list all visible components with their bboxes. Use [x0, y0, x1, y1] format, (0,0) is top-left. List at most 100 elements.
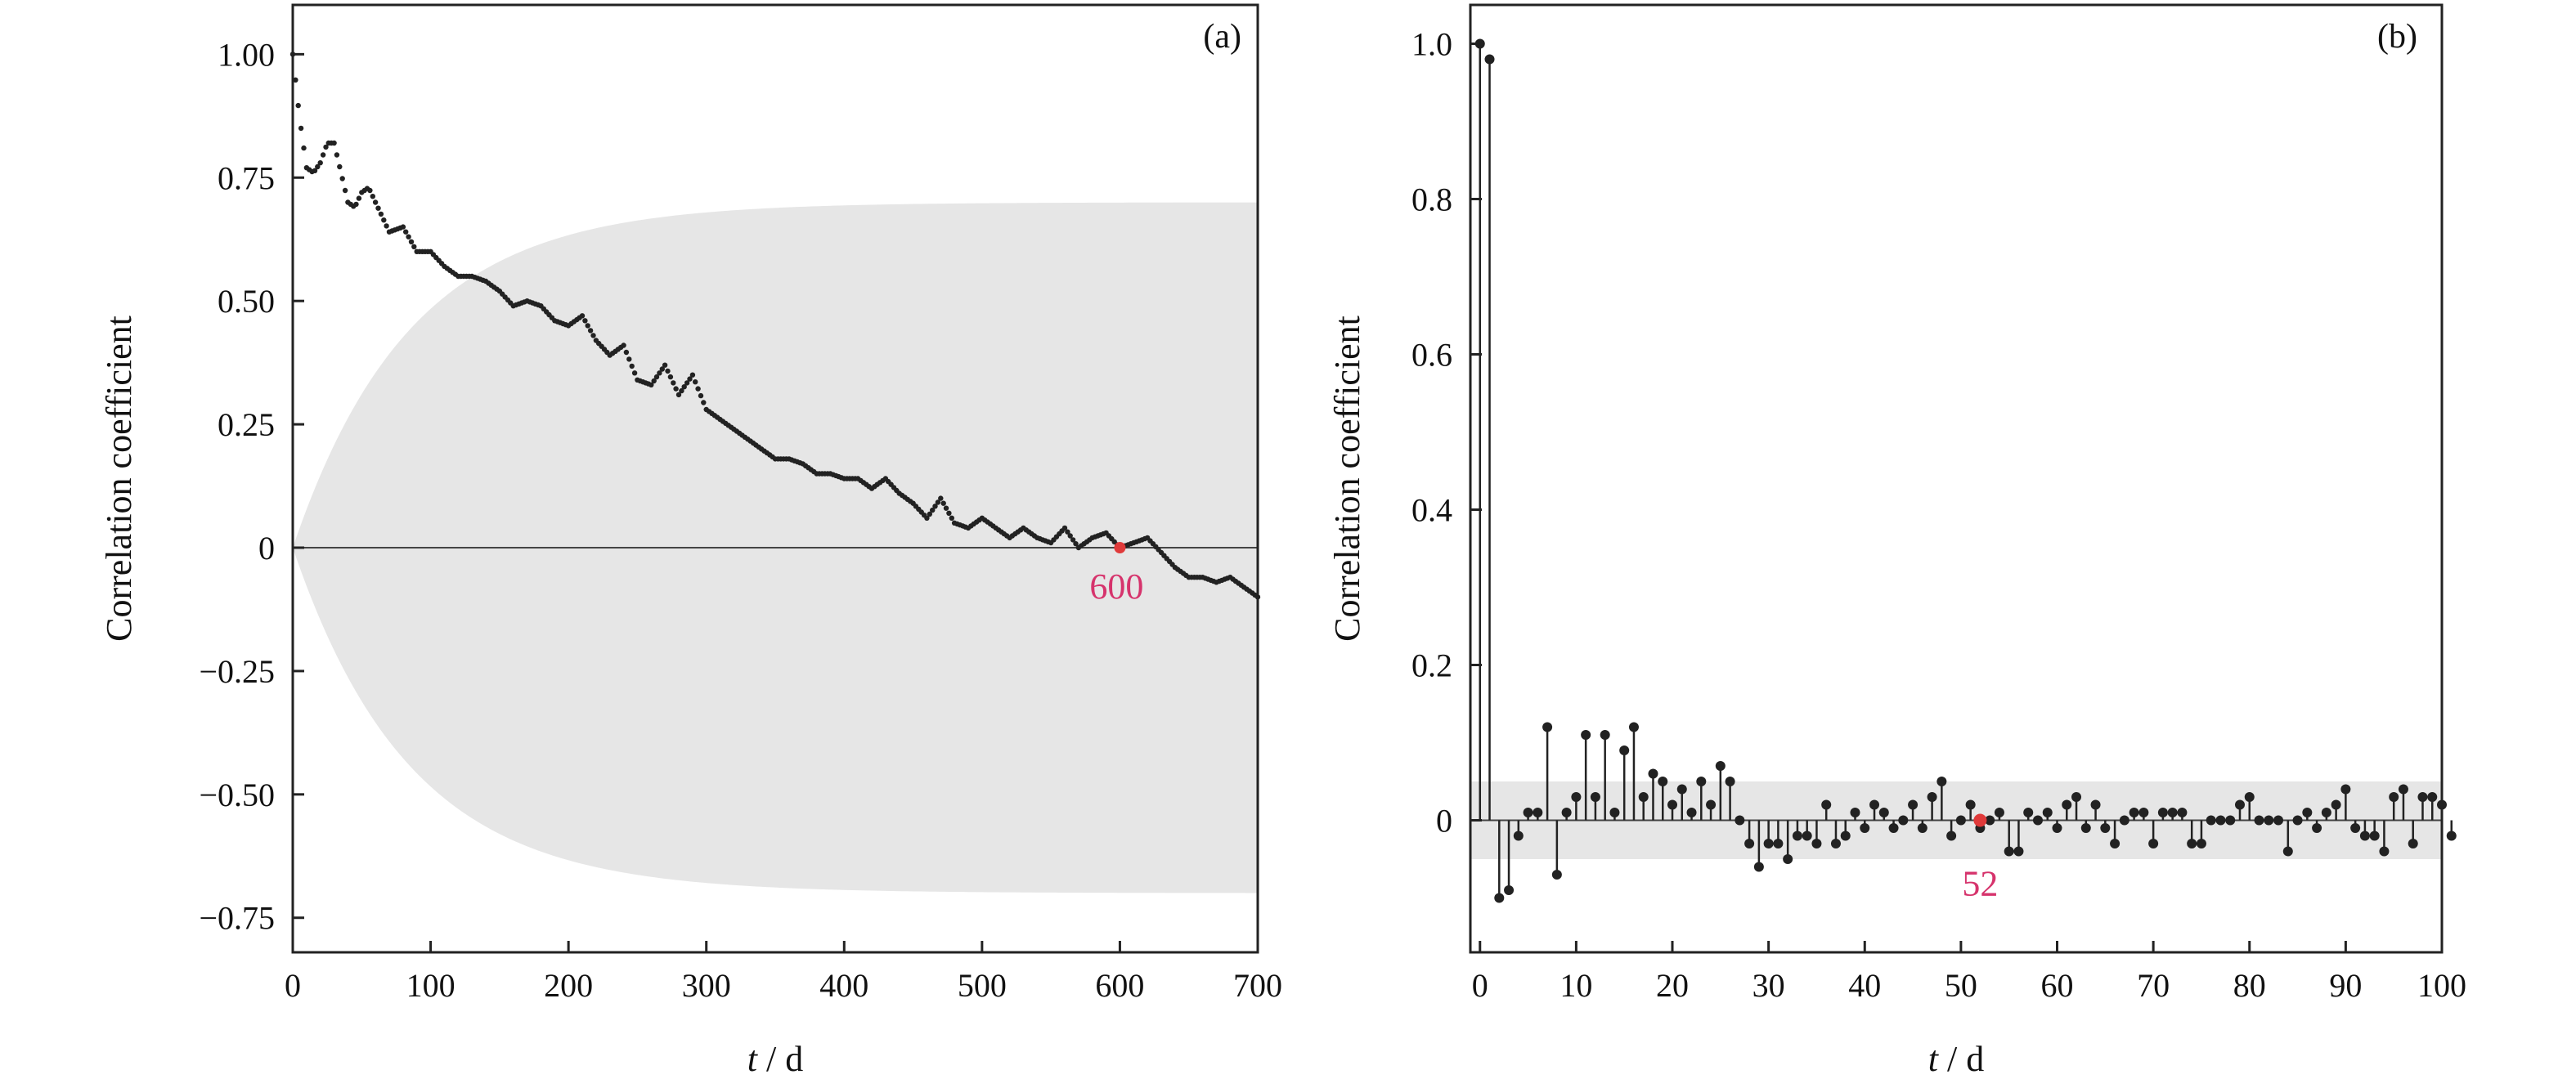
panel-a-acf-point [337, 163, 343, 170]
panel-b-stem-marker [1850, 808, 1860, 817]
panel-b-stem-marker [2369, 831, 2380, 841]
panel-b-stem-marker [2167, 808, 2178, 817]
panel-b-stem-marker [2090, 799, 2101, 810]
panel-a-acf-point [582, 318, 588, 324]
panel-a-acf-point [334, 152, 340, 158]
panel-a-acf-point [320, 152, 326, 158]
panel-b-stem-marker [2321, 808, 2331, 817]
panel-b-stem-marker [2427, 792, 2438, 802]
panel-b-x-tick-label: 80 [2233, 967, 2266, 1004]
panel-a-acf-point [679, 387, 684, 394]
panel-b-stem-marker [1908, 799, 1919, 810]
panel-b-stem-marker [1628, 722, 1639, 732]
panel-a-acf-point [665, 368, 671, 374]
panel-b-y-tick-label: 0.8 [1411, 181, 1452, 218]
panel-a-x-axis-label-var: t [747, 1039, 759, 1079]
panel-b-highlight-point [1973, 813, 1987, 827]
panel-b-stem-marker [1898, 815, 1909, 826]
panel-b-x-axis-label-var: t [1928, 1039, 1940, 1079]
panel-a-acf-point [381, 217, 387, 223]
panel-a-acf-point [411, 244, 417, 249]
panel-a-acf-point [585, 323, 590, 329]
panel-b-stem-marker [1878, 808, 1889, 817]
panel-a-acf-point [673, 386, 679, 392]
panel-a-y-tick-label: −0.50 [199, 777, 275, 813]
panel-a-acf-point [378, 211, 384, 217]
panel-a-y-tick-label: 0.75 [218, 159, 275, 196]
panel-b-x-tick-label: 70 [2137, 967, 2170, 1004]
panel-b-stem-marker [2042, 808, 2053, 817]
panel-b-stem-marker [1946, 831, 1957, 841]
panel-a-acf-point [621, 343, 626, 348]
panel-b-stem-marker [1551, 870, 1562, 880]
panel-b-stem-marker [2408, 839, 2418, 848]
panel-b-stem-marker [1676, 784, 1687, 795]
panel-b-stem-marker [1744, 839, 1755, 848]
panel-a-y-ticks: −0.75 −0.50 −0.25 0 0.25 0.50 0.75 1.00 [199, 36, 304, 937]
panel-a-acf-point [372, 199, 379, 205]
panel-b-x-tick-label: 100 [2417, 967, 2466, 1004]
panel-b-stem-marker [1955, 815, 1966, 826]
panel-b-stem-marker [2071, 792, 2082, 802]
panel-a-acf-point [675, 392, 682, 398]
panel-a-acf-point [648, 382, 654, 387]
panel-a-acf-point [1061, 525, 1068, 531]
panel-b-stem-marker [2234, 799, 2245, 810]
panel-b-stem-marker [1792, 831, 1802, 841]
panel-b-stem-marker [1658, 777, 1668, 786]
panel-b-stem-marker [2398, 784, 2408, 795]
panel-b-stem-marker [2148, 839, 2159, 848]
panel-a-acf-point [339, 176, 345, 181]
panel-a-acf-point [370, 194, 375, 199]
panel-b-stem-marker [2379, 846, 2390, 857]
panel-a-x-tick-label: 300 [682, 967, 731, 1004]
panel-b-y-tick-label: 0.6 [1411, 337, 1452, 374]
panel-a-x-tick-label: 700 [1233, 967, 1282, 1004]
panel-b-stem-marker [1965, 799, 1976, 810]
panel-a-x-tick-label: 100 [406, 967, 456, 1004]
panel-b-stem-marker [1735, 815, 1745, 826]
panel-a-y-tick-label: 0 [258, 530, 275, 566]
panel-a-acf-point [1067, 533, 1073, 539]
panel-b-stem-marker [2062, 799, 2072, 810]
panel-b-stem-marker [1773, 839, 1784, 848]
panel-a-acf-point [626, 356, 632, 362]
panel-b-axes-frame [1469, 3, 2444, 954]
panel-a-acf-point [587, 328, 594, 334]
panel-b-pacf-stems [1474, 38, 2457, 903]
panel-a-acf-point [667, 374, 674, 380]
panel-b-stem-marker [1648, 768, 1658, 779]
panel-b-stem-marker [2273, 815, 2284, 826]
panel-b-stem-marker [2282, 846, 2293, 857]
panel-a-acf-point [623, 349, 630, 356]
panel-b-y-tick-label: 0.2 [1411, 647, 1452, 684]
panel-a-y-tick-label: 0.25 [218, 406, 275, 443]
panel-b-y-axis-label: Correlation coefficient [1327, 316, 1367, 642]
panel-b-x-tick-label: 50 [1945, 967, 1977, 1004]
panel-a-acf-point [298, 125, 304, 132]
panel-b-stem-marker [2206, 815, 2216, 826]
panel-a-acf-point [342, 187, 348, 194]
panel-a-acf-point [367, 187, 373, 194]
panel-a-acf-point [930, 507, 936, 513]
panel-a-x-tick-label: 500 [958, 967, 1007, 1004]
panel-b-stem-marker [2196, 839, 2206, 848]
panel-a-acf-point [1070, 537, 1076, 543]
panel-b-stem-marker [2032, 815, 2043, 826]
panel-b-stem-marker [1533, 808, 1543, 817]
panel-a-acf-point [312, 168, 318, 173]
panel-a-acf-point [938, 495, 944, 501]
panel-b-x-tick-label: 90 [2329, 967, 2362, 1004]
panel-b-stem-marker [1985, 815, 1995, 826]
panel-b-stem-marker [2110, 839, 2120, 848]
panel-b-stem-marker [1542, 722, 1553, 732]
panel-a-x-axis-label-unit: / d [757, 1039, 803, 1079]
panel-b-stem-marker [1927, 792, 1937, 802]
panel-b-stem-marker [1869, 799, 1880, 810]
panel-b-stem-marker [2244, 792, 2255, 802]
panel-a-y-axis-label: Correlation coefficient [99, 316, 139, 642]
panel-b-stem-marker [2052, 823, 2062, 833]
panel-b-stem-marker [1763, 839, 1774, 848]
panel-a-acf-point [317, 160, 323, 166]
